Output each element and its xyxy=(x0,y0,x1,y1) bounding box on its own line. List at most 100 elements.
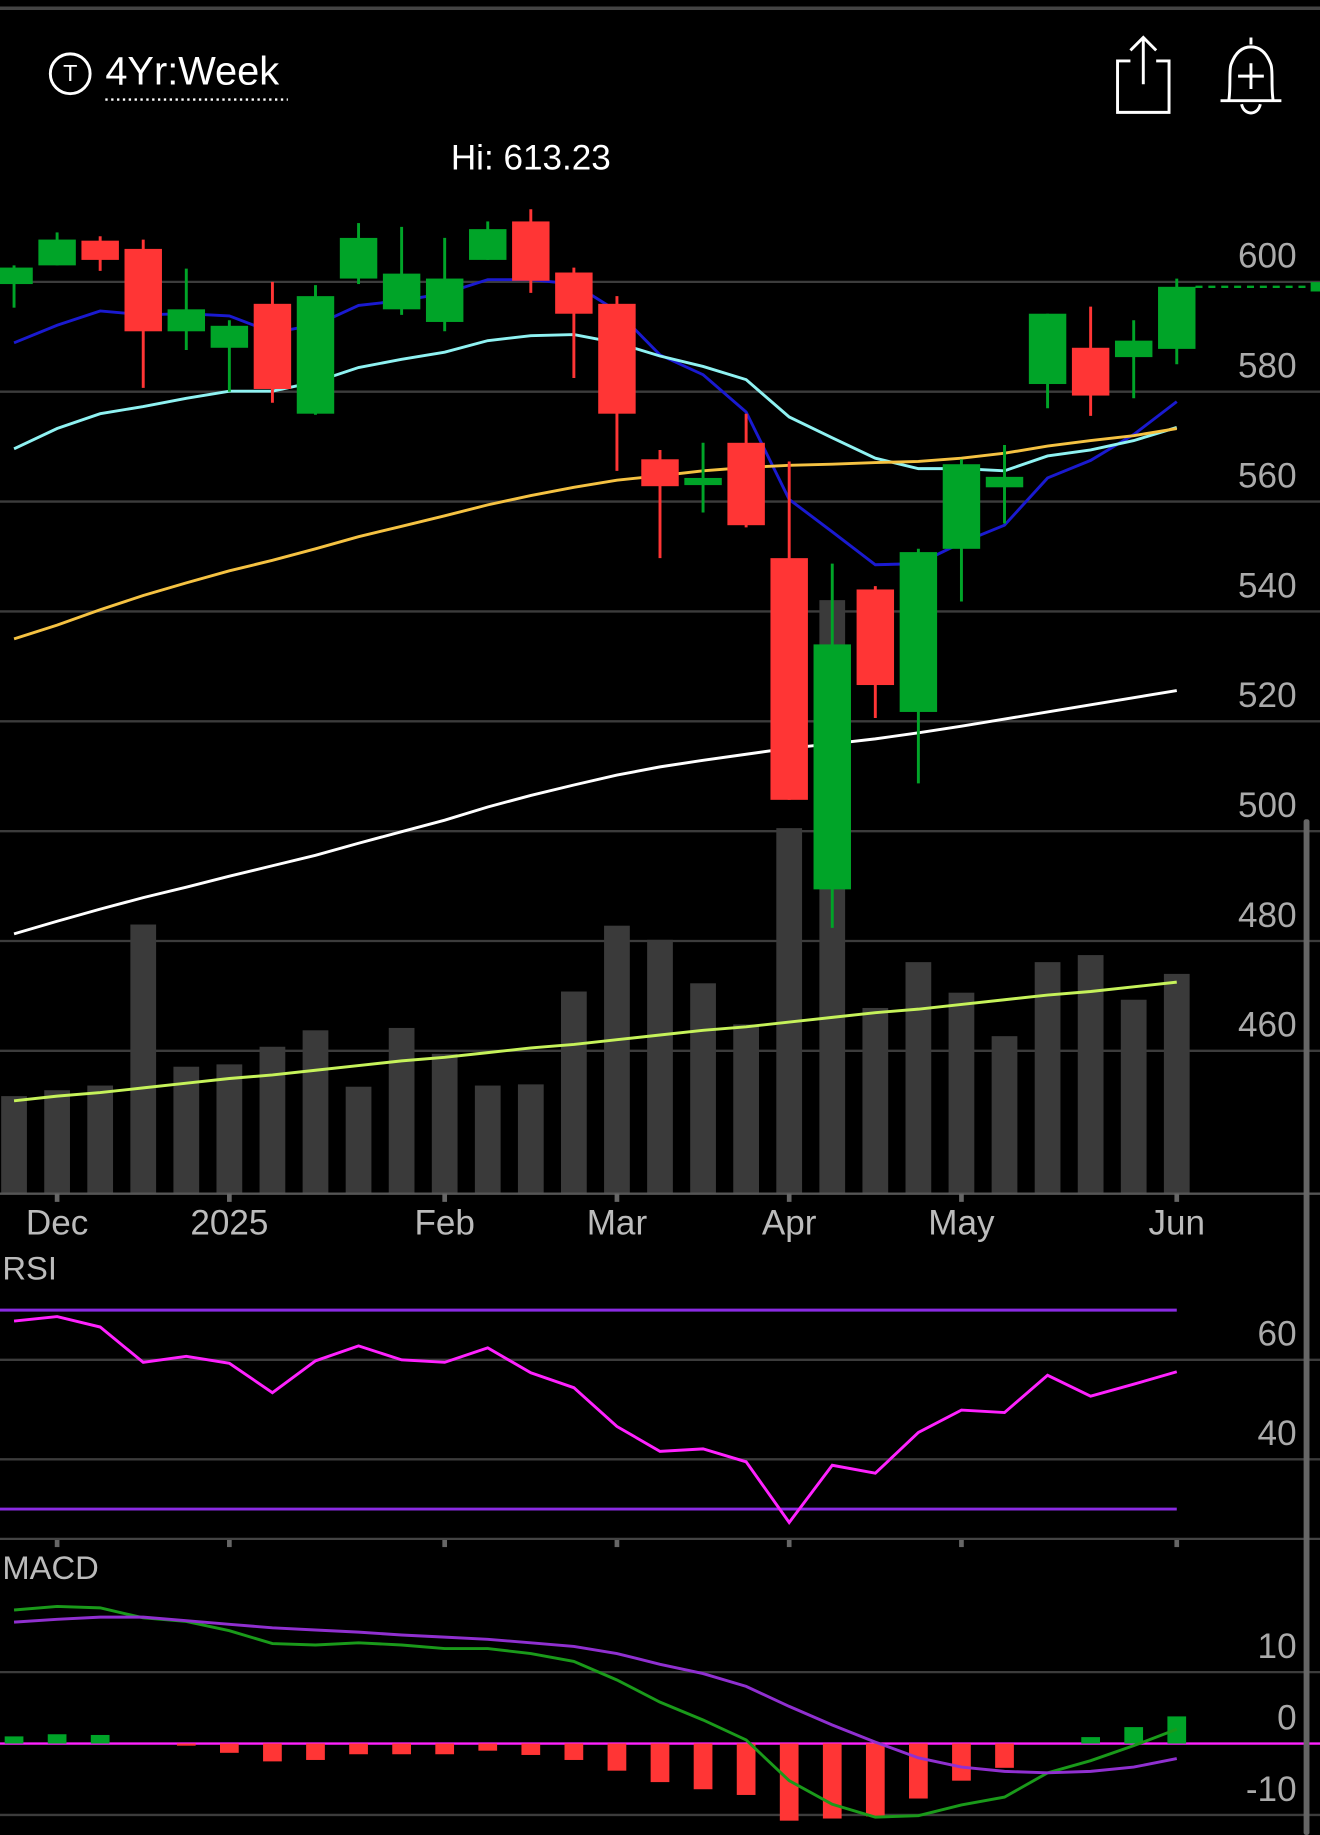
volume-bar xyxy=(87,1085,114,1194)
candle-body xyxy=(856,589,895,686)
x-tick-label: May xyxy=(928,1204,995,1243)
timeframe-label: 4Yr:Week xyxy=(105,49,279,93)
volume-bar xyxy=(776,828,803,1194)
moving-average-line xyxy=(13,689,1178,936)
candle-body xyxy=(598,303,636,414)
y-tick-label: 10 xyxy=(1258,1627,1297,1666)
candle-body xyxy=(167,309,206,332)
candle-body xyxy=(339,237,378,279)
histogram-bar xyxy=(435,1743,455,1755)
macd-line xyxy=(13,1615,1178,1775)
y-tick-label: 560 xyxy=(1238,456,1297,495)
y-tick-label: 520 xyxy=(1238,676,1297,715)
candle-body xyxy=(1071,347,1110,396)
y-tick-label: 460 xyxy=(1238,1006,1297,1045)
y-tick-label: 600 xyxy=(1238,237,1297,276)
candle-body xyxy=(382,273,421,310)
timeframe-selector[interactable]: T 4Yr:Week xyxy=(48,49,288,101)
panel-title: MACD xyxy=(2,1549,98,1586)
volume-bar xyxy=(302,1030,329,1194)
share-button[interactable] xyxy=(1116,35,1171,114)
histogram-bar xyxy=(736,1743,756,1795)
share-box xyxy=(1116,59,1171,114)
y-tick-label: 0 xyxy=(1277,1698,1297,1737)
candle-body xyxy=(770,558,808,800)
histogram-bar xyxy=(909,1743,928,1799)
alert-button[interactable] xyxy=(1220,37,1282,115)
volume-average-line xyxy=(13,980,1177,1103)
candle-body xyxy=(38,239,76,266)
volume-bar xyxy=(44,1090,70,1194)
y-tick-label: 60 xyxy=(1258,1315,1297,1354)
histogram-bar xyxy=(90,1734,110,1744)
histogram-bar xyxy=(1124,1727,1144,1744)
histogram-bar xyxy=(220,1743,239,1753)
x-tick-label: Apr xyxy=(762,1204,817,1243)
rsi-line xyxy=(13,1315,1178,1525)
volume-bar xyxy=(561,991,587,1194)
volume-bar xyxy=(345,1086,372,1194)
volume-bar xyxy=(517,1084,544,1194)
histogram-bar xyxy=(995,1743,1014,1768)
histogram-bar xyxy=(822,1743,842,1819)
timeframe-icon xyxy=(48,52,92,96)
candle-body xyxy=(555,272,593,314)
x-tick-label: Dec xyxy=(26,1204,88,1243)
volume-bar xyxy=(690,983,716,1194)
high-annotation: Hi: 613.23 xyxy=(451,138,611,177)
volume-bar xyxy=(130,924,157,1194)
volume-bar xyxy=(1,1096,27,1194)
histogram-bar xyxy=(47,1734,67,1744)
histogram-bar xyxy=(4,1736,24,1744)
y-tick-label: 480 xyxy=(1238,896,1297,935)
histogram-bar xyxy=(865,1743,885,1817)
x-tick-label: Mar xyxy=(587,1204,648,1243)
candle-body xyxy=(1028,313,1067,385)
volume-bar xyxy=(948,992,975,1194)
volume-bar xyxy=(604,925,630,1194)
moving-average-line xyxy=(13,278,1178,567)
candle-body xyxy=(1114,340,1153,358)
candle-body xyxy=(942,464,981,549)
candle-body xyxy=(1158,286,1196,349)
candle-body xyxy=(727,442,765,526)
volume-bar xyxy=(905,962,932,1194)
candle-body xyxy=(210,325,249,348)
y-tick-label: -10 xyxy=(1246,1770,1297,1809)
volume-bar xyxy=(1120,999,1147,1194)
candle-body xyxy=(0,267,33,285)
histogram-bar xyxy=(607,1743,627,1771)
candle-body xyxy=(81,240,119,260)
volume-bar xyxy=(647,939,673,1194)
histogram-bar xyxy=(176,1743,196,1746)
histogram-bar xyxy=(349,1743,368,1755)
histogram-bar xyxy=(478,1743,498,1751)
candle-body xyxy=(813,644,851,890)
panel-title: RSI xyxy=(2,1250,57,1287)
histogram-bar xyxy=(564,1743,584,1760)
candle-body xyxy=(425,278,464,322)
histogram-bar xyxy=(952,1743,971,1781)
x-tick-label: 2025 xyxy=(190,1204,268,1243)
histogram-bar xyxy=(693,1743,713,1790)
volume-bar xyxy=(474,1085,501,1194)
candle-body xyxy=(684,477,722,486)
scrollbar xyxy=(1303,819,1310,1835)
share-arrow xyxy=(1129,35,1158,85)
candle-body xyxy=(512,221,550,281)
candle-body xyxy=(899,552,938,712)
x-tick-label: Jun xyxy=(1148,1204,1205,1243)
y-tick-label: 580 xyxy=(1238,347,1297,386)
candle-body xyxy=(296,296,335,414)
macd-line xyxy=(13,1604,1178,1819)
volume-bar xyxy=(259,1046,286,1194)
y-tick-label: 40 xyxy=(1258,1414,1297,1453)
volume-bar xyxy=(173,1066,200,1194)
histogram-bar xyxy=(306,1743,325,1760)
volume-bar xyxy=(1034,962,1061,1194)
histogram-bar xyxy=(263,1743,282,1762)
candle-body xyxy=(469,229,507,260)
